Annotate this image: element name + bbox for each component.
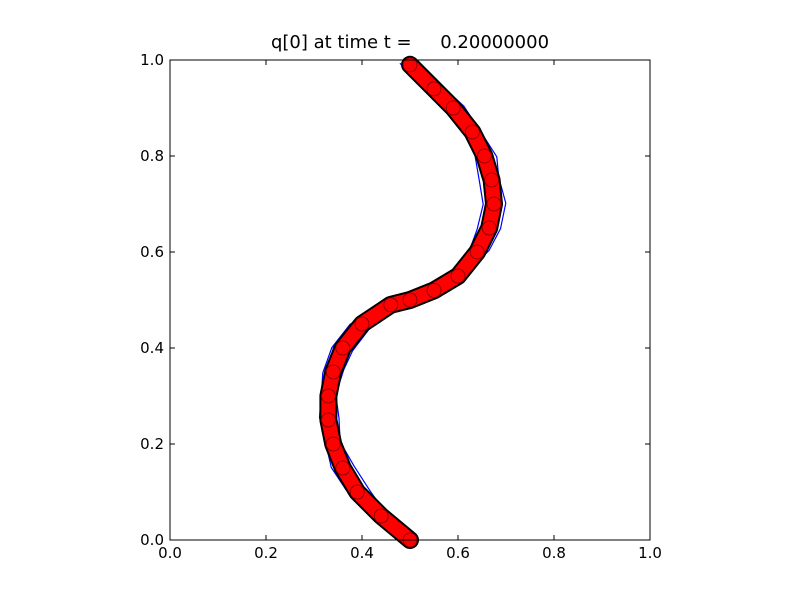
curve-point [426,81,442,97]
x-tick-label: 0.6 [446,544,470,562]
curve-point [320,412,336,428]
curve-point [373,508,389,524]
curve-point [450,268,466,284]
plot-frame [169,59,651,541]
y-tick-label: 0.2 [140,435,164,453]
curve-point [445,100,461,116]
curve-point [402,57,418,73]
plot-area [169,55,651,549]
y-tick-label: 1.0 [140,51,164,69]
curve-point [349,484,365,500]
curve-point [476,148,492,164]
curve-point [335,340,351,356]
curve-point [354,316,370,332]
y-axis: 0.0 0.2 0.4 0.6 0.8 1.0 [140,51,650,549]
y-tick-label: 0.0 [140,531,164,549]
chart-title: q[0] at time t = 0.20000000 [271,32,549,53]
x-tick-label: 0.2 [254,544,278,562]
y-tick-label: 0.8 [140,147,164,165]
curve-point [335,460,351,476]
curve-point [481,220,497,236]
curve-point [383,297,399,313]
curve-point [402,292,418,308]
curve-point [464,124,480,140]
curve-point [325,364,341,380]
curve-point [486,196,502,212]
curve-point [469,244,485,260]
x-tick-label: 0.0 [158,544,182,562]
curve-point [426,282,442,298]
curve-band [319,55,503,549]
curve-point [325,436,341,452]
y-tick-label: 0.4 [140,339,164,357]
x-tick-label: 0.4 [350,544,374,562]
curve-point [484,172,500,188]
y-tick-label: 0.6 [140,243,164,261]
x-axis: 0.0 0.2 0.4 0.6 0.8 1.0 [158,60,662,562]
x-tick-label: 0.8 [542,544,566,562]
curve-point [320,388,336,404]
x-tick-label: 1.0 [638,544,662,562]
